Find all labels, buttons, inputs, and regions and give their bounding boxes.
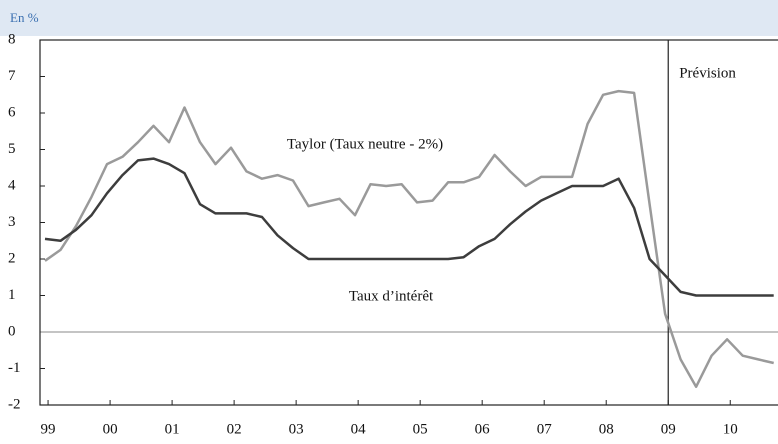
x-tick-label: 02 bbox=[227, 421, 242, 437]
series-label: Taux d’intérêt bbox=[349, 288, 434, 304]
y-tick-label: 2 bbox=[8, 250, 16, 266]
forecast-label: Prévision bbox=[679, 65, 736, 81]
series-label: Taylor (Taux neutre - 2%) bbox=[287, 136, 443, 152]
y-tick-label: 5 bbox=[8, 141, 16, 157]
y-tick-label: 0 bbox=[8, 323, 16, 339]
y-tick-label: 3 bbox=[8, 214, 16, 230]
y-tick-label: 4 bbox=[8, 177, 16, 193]
series-line bbox=[44, 89, 774, 389]
y-tick-label: -2 bbox=[8, 396, 21, 412]
x-tick-label: 99 bbox=[41, 421, 56, 437]
x-tick-label: 00 bbox=[103, 421, 118, 437]
x-tick-label: 03 bbox=[289, 421, 304, 437]
y-tick-label: 7 bbox=[8, 68, 16, 84]
series-line bbox=[44, 157, 774, 297]
x-tick-label: 05 bbox=[413, 421, 428, 437]
x-tick-label: 04 bbox=[351, 421, 367, 437]
x-tick-label: 08 bbox=[599, 421, 614, 437]
y-tick-label: 1 bbox=[8, 287, 16, 303]
x-tick-label: 10 bbox=[723, 421, 738, 437]
x-tick-label: 01 bbox=[165, 421, 180, 437]
y-tick-label: -1 bbox=[8, 360, 21, 376]
y-tick-label: 8 bbox=[8, 31, 16, 47]
x-tick-label: 06 bbox=[475, 421, 491, 437]
header-band bbox=[0, 0, 778, 36]
unit-label: En % bbox=[10, 10, 39, 25]
y-tick-label: 6 bbox=[8, 104, 16, 120]
plot-frame bbox=[39, 39, 778, 406]
x-tick-label: 09 bbox=[661, 421, 676, 437]
x-tick-label: 07 bbox=[537, 421, 553, 437]
